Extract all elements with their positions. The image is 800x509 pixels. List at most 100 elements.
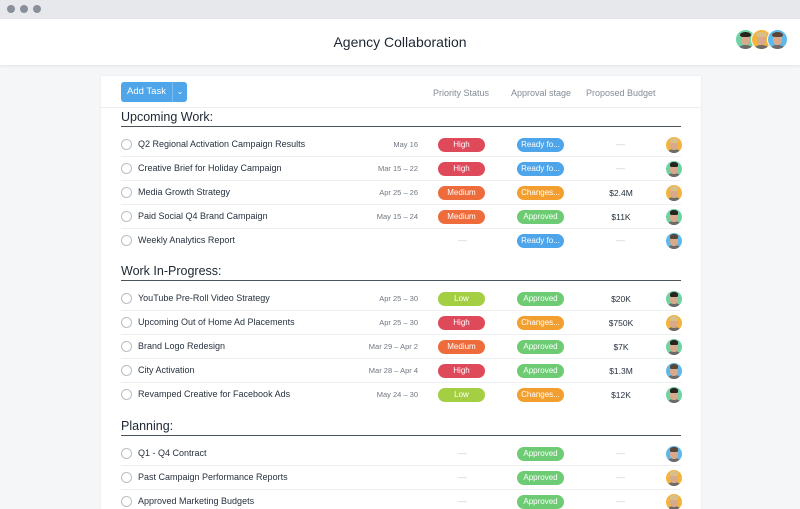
complete-checkbox[interactable] <box>121 365 132 376</box>
priority-badge[interactable]: Medium <box>438 186 485 200</box>
project-members[interactable] <box>735 29 788 51</box>
approval-badge[interactable]: Changes... <box>517 186 564 200</box>
priority-badge[interactable]: High <box>438 364 485 378</box>
task-name[interactable]: Brand Logo Redesign <box>138 341 226 351</box>
task-name[interactable]: City Activation <box>138 365 195 375</box>
due-date[interactable]: May 16 <box>393 140 418 149</box>
task-row[interactable]: Past Campaign Performance Reports — Appro… <box>121 466 682 490</box>
priority-empty[interactable]: — <box>458 448 467 458</box>
budget-empty[interactable]: — <box>616 496 625 506</box>
budget-value[interactable]: $7K <box>613 342 629 352</box>
task-row[interactable]: Brand Logo Redesign Mar 29 – Apr 2 Medium… <box>121 335 682 359</box>
due-date[interactable]: Mar 29 – Apr 2 <box>368 342 418 351</box>
due-date[interactable]: Mar 28 – Apr 4 <box>368 366 418 375</box>
approval-badge[interactable]: Ready fo... <box>517 162 564 176</box>
priority-badge[interactable]: High <box>438 162 485 176</box>
task-row[interactable]: YouTube Pre-Roll Video Strategy Apr 25 –… <box>121 287 682 311</box>
due-date[interactable]: Apr 25 – 30 <box>379 318 418 327</box>
complete-checkbox[interactable] <box>121 293 132 304</box>
task-name[interactable]: Media Growth Strategy <box>138 187 231 197</box>
budget-value[interactable]: $2.4M <box>609 188 633 198</box>
task-row[interactable]: Revamped Creative for Facebook Ads May 2… <box>121 383 682 407</box>
assignee-avatar[interactable] <box>666 209 682 225</box>
complete-checkbox[interactable] <box>121 472 132 483</box>
budget-value[interactable]: $12K <box>611 390 631 400</box>
task-name[interactable]: Creative Brief for Holiday Campaign <box>138 163 282 173</box>
task-name[interactable]: Q2 Regional Activation Campaign Results <box>138 139 306 149</box>
due-date[interactable]: May 24 – 30 <box>376 390 418 399</box>
column-header-priority[interactable]: Priority Status <box>433 88 490 98</box>
complete-checkbox[interactable] <box>121 448 132 459</box>
assignee-avatar[interactable] <box>666 339 682 355</box>
priority-badge[interactable]: Medium <box>438 340 485 354</box>
due-date[interactable]: Mar 15 – 22 <box>377 164 418 173</box>
approval-badge[interactable]: Approved <box>517 292 564 306</box>
priority-badge[interactable]: Medium <box>438 210 485 224</box>
section-title[interactable]: Planning: <box>121 418 681 436</box>
section-title[interactable]: Work In-Progress: <box>121 263 681 281</box>
task-row[interactable]: Weekly Analytics Report — Ready fo... — <box>121 229 682 253</box>
complete-checkbox[interactable] <box>121 211 132 222</box>
assignee-avatar[interactable] <box>666 161 682 177</box>
approval-badge[interactable]: Approved <box>517 471 564 485</box>
approval-badge[interactable]: Approved <box>517 364 564 378</box>
approval-badge[interactable]: Changes... <box>517 388 564 402</box>
member-avatar[interactable] <box>767 29 788 50</box>
complete-checkbox[interactable] <box>121 389 132 400</box>
task-name[interactable]: Q1 - Q4 Contract <box>138 448 207 458</box>
window-maximize-button[interactable] <box>33 5 41 13</box>
task-name[interactable]: Revamped Creative for Facebook Ads <box>138 389 291 399</box>
assignee-avatar[interactable] <box>666 315 682 331</box>
task-row[interactable]: Paid Social Q4 Brand Campaign May 15 – 2… <box>121 205 682 229</box>
budget-empty[interactable]: — <box>616 448 625 458</box>
approval-badge[interactable]: Ready fo... <box>517 234 564 248</box>
complete-checkbox[interactable] <box>121 235 132 246</box>
approval-badge[interactable]: Approved <box>517 210 564 224</box>
complete-checkbox[interactable] <box>121 139 132 150</box>
budget-value[interactable]: $1.3M <box>609 366 633 376</box>
task-row[interactable]: Approved Marketing Budgets — Approved — <box>121 490 682 509</box>
priority-badge[interactable]: Low <box>438 292 485 306</box>
complete-checkbox[interactable] <box>121 187 132 198</box>
complete-checkbox[interactable] <box>121 163 132 174</box>
approval-badge[interactable]: Approved <box>517 447 564 461</box>
task-name[interactable]: Weekly Analytics Report <box>138 235 235 245</box>
assignee-avatar[interactable] <box>666 233 682 249</box>
assignee-avatar[interactable] <box>666 363 682 379</box>
budget-empty[interactable]: — <box>616 235 625 245</box>
budget-empty[interactable]: — <box>616 139 625 149</box>
task-row[interactable]: Q1 - Q4 Contract — Approved — <box>121 442 682 466</box>
complete-checkbox[interactable] <box>121 317 132 328</box>
add-task-dropdown-button[interactable]: ⌄ <box>172 82 187 102</box>
budget-empty[interactable]: — <box>616 472 625 482</box>
approval-badge[interactable]: Ready fo... <box>517 138 564 152</box>
task-row[interactable]: Upcoming Out of Home Ad Placements Apr 2… <box>121 311 682 335</box>
assignee-avatar[interactable] <box>666 446 682 462</box>
approval-badge[interactable]: Approved <box>517 495 564 509</box>
priority-empty[interactable]: — <box>458 496 467 506</box>
task-name[interactable]: YouTube Pre-Roll Video Strategy <box>138 293 270 303</box>
budget-value[interactable]: $20K <box>611 294 631 304</box>
assignee-avatar[interactable] <box>666 185 682 201</box>
budget-empty[interactable]: — <box>616 163 625 173</box>
complete-checkbox[interactable] <box>121 341 132 352</box>
section-title[interactable]: Upcoming Work: <box>121 109 681 127</box>
priority-badge[interactable]: Low <box>438 388 485 402</box>
budget-value[interactable]: $11K <box>611 212 631 222</box>
due-date[interactable]: Apr 25 – 30 <box>379 294 418 303</box>
assignee-avatar[interactable] <box>666 470 682 486</box>
column-header-approval[interactable]: Approval stage <box>511 88 572 98</box>
task-row[interactable]: Media Growth Strategy Apr 25 – 26 Medium C… <box>121 181 682 205</box>
task-name[interactable]: Paid Social Q4 Brand Campaign <box>138 211 268 221</box>
assignee-avatar[interactable] <box>666 137 682 153</box>
due-date[interactable]: May 15 – 24 <box>376 212 418 221</box>
add-task-button[interactable]: Add Task <box>121 82 172 102</box>
task-row[interactable]: Creative Brief for Holiday Campaign Mar … <box>121 157 682 181</box>
budget-value[interactable]: $750K <box>608 318 634 328</box>
assignee-avatar[interactable] <box>666 494 682 509</box>
task-name[interactable]: Past Campaign Performance Reports <box>138 472 288 482</box>
assignee-avatar[interactable] <box>666 291 682 307</box>
approval-badge[interactable]: Approved <box>517 340 564 354</box>
column-header-budget[interactable]: Proposed Budget <box>586 88 656 98</box>
priority-empty[interactable]: — <box>458 235 467 245</box>
